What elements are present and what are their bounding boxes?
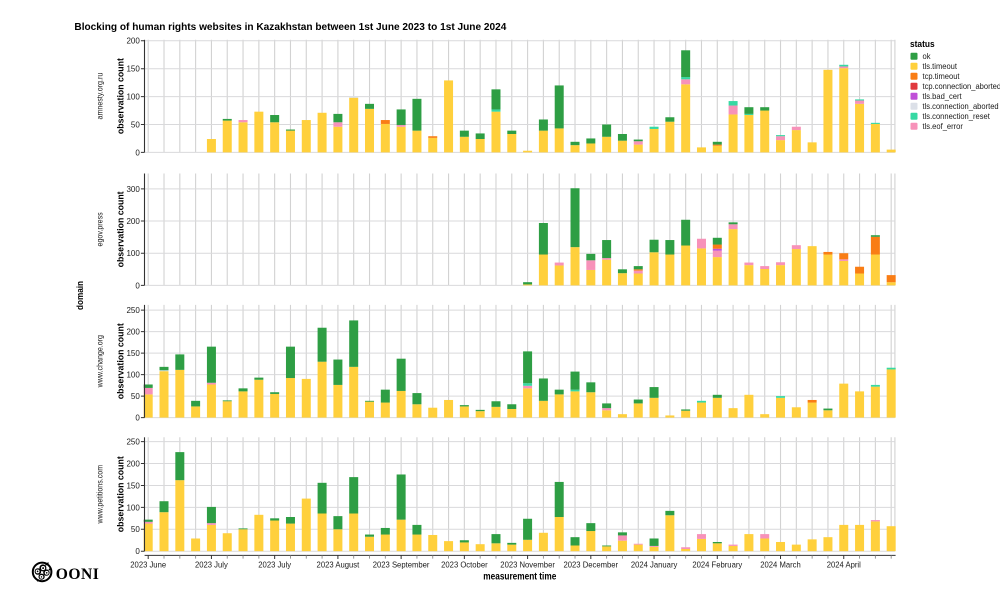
svg-text:2024 March: 2024 March <box>760 560 801 570</box>
svg-text:2023 December: 2023 December <box>564 560 619 570</box>
svg-text:50: 50 <box>131 120 140 129</box>
svg-text:2023 July: 2023 July <box>195 560 228 570</box>
svg-text:OONI: OONI <box>56 566 100 583</box>
svg-text:ok: ok <box>923 51 932 61</box>
svg-text:egov.press: egov.press <box>95 212 104 246</box>
svg-text:250: 250 <box>126 438 140 447</box>
svg-text:tls.timeout: tls.timeout <box>923 61 958 71</box>
svg-text:tcp.connection_aborted: tcp.connection_aborted <box>923 81 1000 91</box>
svg-text:observation count: observation count <box>116 191 126 267</box>
svg-text:2023 June: 2023 June <box>130 560 166 570</box>
svg-text:100: 100 <box>126 249 140 258</box>
svg-text:200: 200 <box>126 328 140 337</box>
svg-text:0: 0 <box>135 547 140 556</box>
svg-text:www.change.org: www.change.org <box>95 335 104 388</box>
svg-text:www.petitions.com: www.petitions.com <box>95 465 104 525</box>
svg-text:100: 100 <box>126 371 140 380</box>
svg-text:150: 150 <box>126 65 140 74</box>
svg-text:2023 October: 2023 October <box>441 560 488 570</box>
svg-text:200: 200 <box>126 37 140 46</box>
svg-text:observation count: observation count <box>116 58 126 134</box>
svg-text:2023 November: 2023 November <box>500 560 555 570</box>
svg-text:Blocking of human rights websi: Blocking of human rights websites in Kaz… <box>74 22 506 33</box>
svg-text:measurement time: measurement time <box>483 571 556 582</box>
svg-text:200: 200 <box>126 217 140 226</box>
svg-text:observation count: observation count <box>116 323 126 399</box>
svg-text:2023 September: 2023 September <box>373 560 430 570</box>
svg-text:300: 300 <box>126 185 140 194</box>
svg-text:0: 0 <box>135 281 140 290</box>
svg-text:200: 200 <box>126 459 140 468</box>
svg-text:tls.bad_cert: tls.bad_cert <box>923 91 963 101</box>
svg-text:150: 150 <box>126 349 140 358</box>
svg-text:0: 0 <box>135 148 140 157</box>
svg-text:amnesty.org.ru: amnesty.org.ru <box>95 73 104 120</box>
svg-text:tcp.timeout: tcp.timeout <box>923 71 961 81</box>
svg-text:2024 January: 2024 January <box>631 560 678 570</box>
svg-text:50: 50 <box>131 525 140 534</box>
svg-text:2023 July: 2023 July <box>258 560 291 570</box>
svg-text:250: 250 <box>126 306 140 315</box>
svg-text:2024 February: 2024 February <box>692 560 743 570</box>
svg-text:domain: domain <box>75 281 86 310</box>
svg-text:100: 100 <box>126 93 140 102</box>
svg-text:100: 100 <box>126 503 140 512</box>
svg-text:observation count: observation count <box>116 456 126 532</box>
svg-text:tls.connection_aborted: tls.connection_aborted <box>923 101 999 111</box>
svg-text:50: 50 <box>131 392 140 401</box>
svg-text:2024 April: 2024 April <box>827 560 861 570</box>
svg-text:2023 August: 2023 August <box>317 560 360 570</box>
svg-text:tls.connection_reset: tls.connection_reset <box>923 111 991 121</box>
svg-text:150: 150 <box>126 481 140 490</box>
svg-text:0: 0 <box>135 414 140 423</box>
svg-text:tls.eof_error: tls.eof_error <box>923 121 964 131</box>
svg-text:status: status <box>910 39 935 49</box>
